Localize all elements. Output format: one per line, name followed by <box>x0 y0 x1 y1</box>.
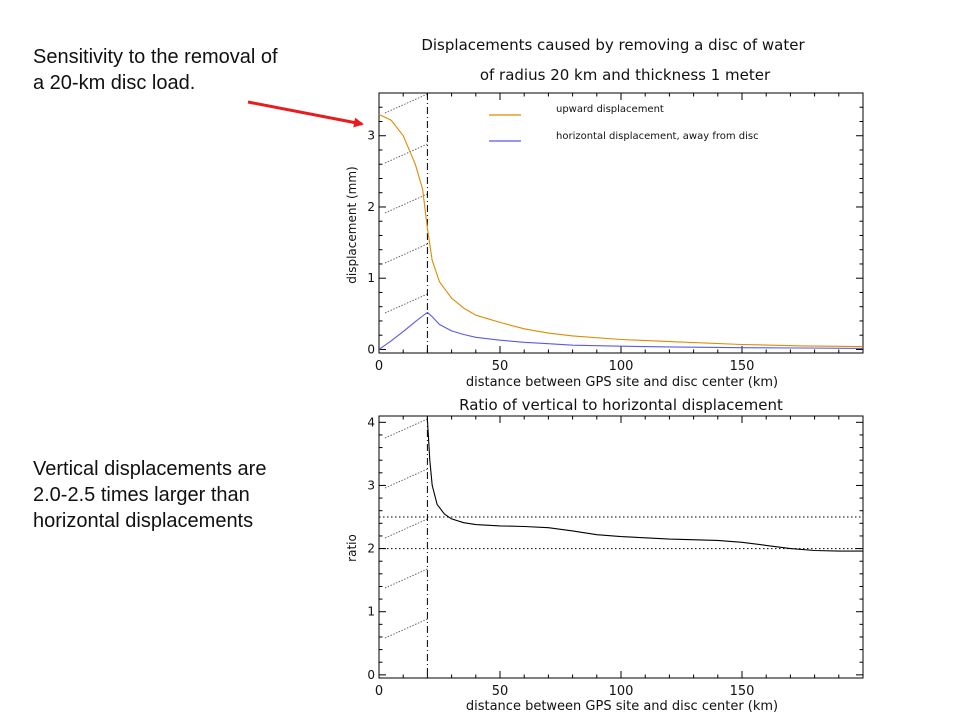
chart-subtitle: of radius 20 km and thickness 1 meter <box>480 66 771 84</box>
annotation-ratio: Vertical displacements are 2.0-2.5 times… <box>33 458 267 532</box>
y-tick-label: 1 <box>367 605 375 619</box>
pointer-arrow <box>247 100 364 128</box>
ratio-chart: Ratio of vertical to horizontal displace… <box>345 396 864 714</box>
hatch-mark <box>384 143 428 164</box>
y-tick-label: 0 <box>367 342 375 356</box>
y-tick-label: 1 <box>367 271 375 285</box>
y-tick-label: 0 <box>367 668 375 682</box>
x-tick-label: 0 <box>375 359 383 374</box>
hatch-mark <box>384 468 428 489</box>
x-axis-label: distance between GPS site and disc cente… <box>466 375 778 390</box>
hatch-mark <box>384 568 428 589</box>
series-line-1 <box>426 419 863 552</box>
hatch-mark <box>384 293 428 314</box>
hatch-mark <box>384 418 428 439</box>
hatch-mark <box>384 518 428 539</box>
legend-label-upward: upward displacement <box>556 104 664 115</box>
x-tick-label: 100 <box>609 359 634 374</box>
y-tick-label: 2 <box>367 542 375 556</box>
y-tick-label: 4 <box>367 415 375 429</box>
y-axis-label: ratio <box>345 534 359 562</box>
legend-label-horizontal: horizontal displacement, away from disc <box>556 131 759 142</box>
x-tick-label: 150 <box>730 684 755 699</box>
x-tick-label: 100 <box>609 684 634 699</box>
hatch-mark <box>384 93 428 114</box>
disc-hatching <box>384 93 428 314</box>
y-axis-label: displacement (mm) <box>345 166 359 283</box>
x-tick-label: 0 <box>375 684 383 699</box>
hatch-mark <box>384 243 428 264</box>
x-axis-label: distance between GPS site and disc cente… <box>466 699 778 714</box>
y-tick-label: 2 <box>367 200 375 214</box>
x-tick-label: 50 <box>492 359 509 374</box>
y-tick-label: 3 <box>367 129 375 143</box>
hatch-mark <box>384 193 428 214</box>
series-line-2 <box>378 311 864 350</box>
legend: upward displacement horizontal displacem… <box>489 104 759 142</box>
x-tick-label: 150 <box>730 359 755 374</box>
plot-frame <box>378 415 864 679</box>
disc-hatching <box>384 418 428 639</box>
y-tick-label: 3 <box>367 478 375 492</box>
chart-title: Ratio of vertical to horizontal displace… <box>459 396 783 414</box>
displacement-chart: Displacements caused by removing a disc … <box>345 36 864 390</box>
hatch-mark <box>384 618 428 639</box>
series-line-1 <box>378 113 864 348</box>
x-tick-label: 50 <box>492 684 509 699</box>
annotation-disc-load: Sensitivity to the removal of a 20-km di… <box>33 46 278 94</box>
chart-title: Displacements caused by removing a disc … <box>421 36 805 54</box>
